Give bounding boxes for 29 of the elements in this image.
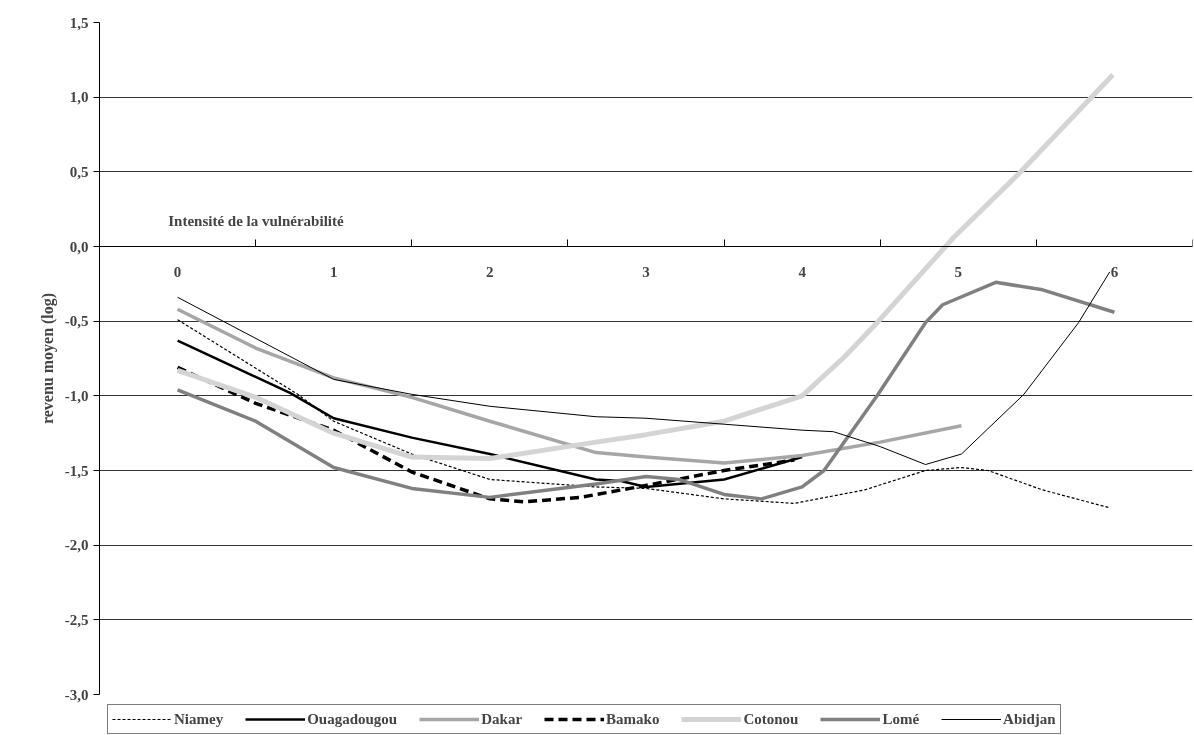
y-tick-label: -3,0 xyxy=(64,686,89,703)
x-tick-label: 3 xyxy=(642,263,650,280)
line-series xyxy=(176,319,1111,509)
y-tick-label: -0,5 xyxy=(64,313,89,330)
x-tick-label: 5 xyxy=(954,263,963,280)
legend-label: Cotonou xyxy=(743,710,799,728)
y-tick-label: 1,0 xyxy=(69,89,89,106)
x-tick-label: 0 xyxy=(173,263,182,280)
y-axis-title: revenu moyen (log) xyxy=(38,292,57,425)
legend-label: Niamey xyxy=(174,710,224,728)
y-tick-label: 0,0 xyxy=(69,238,89,255)
y-tick-label: -2,0 xyxy=(64,537,89,554)
x-axis-title: Intensité de la vulnérabilité xyxy=(168,212,344,229)
y-tick-label: -1,0 xyxy=(64,387,89,404)
y-tick-label: 1,5 xyxy=(69,14,89,31)
legend-label: Abidjan xyxy=(1003,710,1056,728)
legend-label: Lomé xyxy=(882,710,920,728)
legend-label: Ouagadougou xyxy=(307,710,398,728)
x-tick-label: 1 xyxy=(329,263,338,280)
y-tick-label: -1,5 xyxy=(64,462,89,479)
x-tick-label: 6 xyxy=(1110,263,1119,280)
x-tick-label: 2 xyxy=(486,263,494,280)
y-tick-label: 0,5 xyxy=(69,163,89,180)
y-tick-label: -2,5 xyxy=(64,611,89,628)
line-series xyxy=(175,280,1117,501)
legend-label: Bamako xyxy=(606,710,660,728)
legend-label: Dakar xyxy=(481,710,523,728)
x-tick-label: 4 xyxy=(798,263,807,280)
line-series xyxy=(175,307,964,465)
